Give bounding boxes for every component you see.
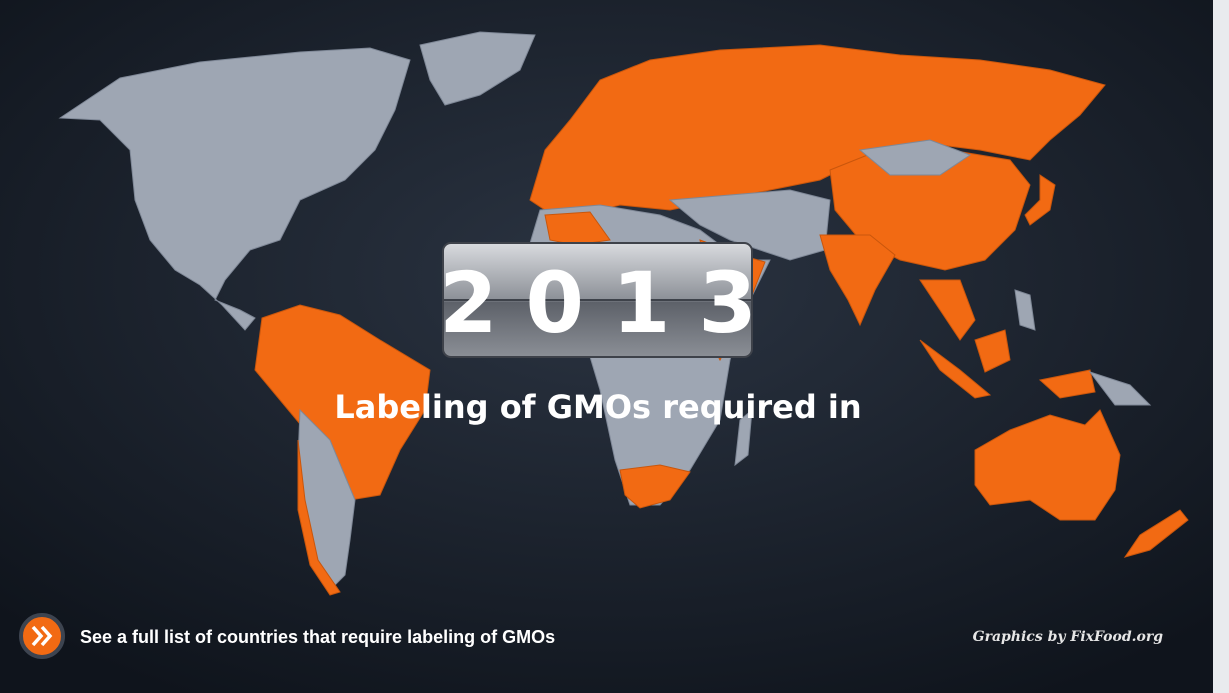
- link-button[interactable]: See a full list of countries that requir…: [19, 613, 555, 659]
- mongolia: [858, 139, 972, 176]
- borneo: [974, 329, 1011, 373]
- eurasia-north: [529, 44, 1106, 216]
- indonesia-east: [1038, 369, 1096, 399]
- greenland: [419, 31, 536, 106]
- south-africa: [619, 464, 691, 509]
- north-america: [58, 47, 411, 331]
- edge: [1213, 0, 1229, 693]
- new-guinea: [1088, 371, 1152, 406]
- middle-east: [668, 189, 831, 261]
- madagascar: [734, 408, 753, 467]
- india: [819, 234, 896, 327]
- south-america-north: [254, 304, 431, 501]
- japan: [1024, 174, 1056, 226]
- credit: Graphics by FixFood.org: [973, 629, 1164, 645]
- chevrons: [31, 625, 53, 647]
- southeast-asia: [919, 279, 976, 341]
- australia: [974, 409, 1121, 521]
- philippines: [1014, 289, 1036, 331]
- caption: Labeling of GMOs required in: [334, 388, 861, 426]
- new-zealand: [1123, 509, 1189, 558]
- chile: [297, 439, 341, 596]
- indonesia-west: [919, 339, 992, 399]
- year: 2013: [439, 254, 785, 352]
- link-text[interactable]: See a full list of countries that requir…: [80, 627, 555, 647]
